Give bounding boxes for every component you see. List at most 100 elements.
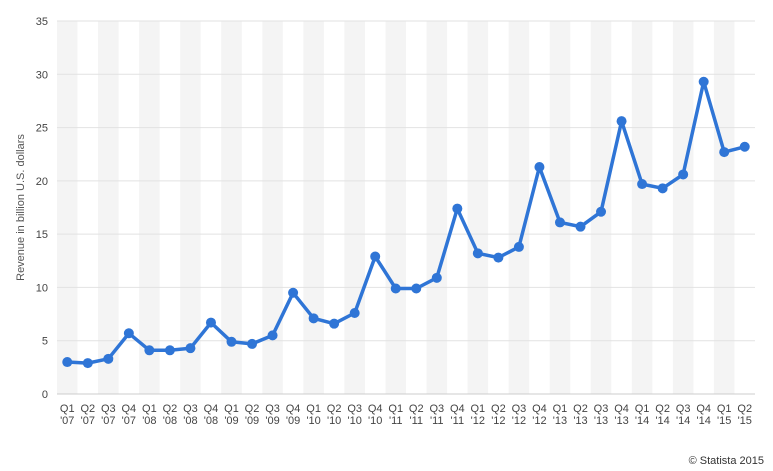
y-tick-label: 25 xyxy=(36,123,48,135)
y-tick-label: 0 xyxy=(42,389,48,401)
data-point[interactable] xyxy=(329,318,340,329)
data-point[interactable] xyxy=(452,203,463,214)
x-tick-label: Q2'09 xyxy=(245,403,260,427)
x-tick-label: Q3'08 xyxy=(183,403,198,427)
source-credit[interactable]: © Statista 2015 xyxy=(688,455,764,467)
data-point[interactable] xyxy=(472,248,483,259)
data-points xyxy=(62,76,750,369)
data-point[interactable] xyxy=(226,336,237,347)
x-tick-label: Q4'10 xyxy=(368,403,383,427)
y-tick-label: 10 xyxy=(36,282,48,294)
y-tick-label: 15 xyxy=(36,229,48,241)
data-point[interactable] xyxy=(82,358,93,369)
x-tick-label: Q2'15 xyxy=(737,403,752,427)
y-axis-label: Revenue in billion U.S. dollars xyxy=(15,134,27,281)
column-band xyxy=(385,21,406,394)
x-tick-label: Q3'10 xyxy=(347,403,362,427)
data-point[interactable] xyxy=(554,217,565,228)
data-point[interactable] xyxy=(698,76,709,87)
x-tick-label: Q2'07 xyxy=(80,403,95,427)
x-tick-label: Q3'09 xyxy=(265,403,280,427)
data-point[interactable] xyxy=(719,147,730,158)
x-tick-label: Q3'12 xyxy=(512,403,527,427)
data-point[interactable] xyxy=(144,345,155,356)
x-tick-label: Q1'08 xyxy=(142,403,157,427)
x-tick-label: Q2'10 xyxy=(327,403,342,427)
data-point[interactable] xyxy=(678,169,689,180)
column-band xyxy=(713,21,735,394)
data-point[interactable] xyxy=(637,179,648,190)
column-band xyxy=(508,21,530,394)
data-point[interactable] xyxy=(534,162,545,173)
column-band xyxy=(631,21,653,394)
x-tick-label: Q4'09 xyxy=(286,403,301,427)
data-point[interactable] xyxy=(431,272,442,283)
column-band xyxy=(180,21,201,394)
column-band xyxy=(303,21,324,394)
x-tick-label: Q1'12 xyxy=(471,403,486,427)
x-tick-label: Q4'12 xyxy=(532,403,547,427)
x-tick-label: Q3'14 xyxy=(676,403,691,427)
x-tick-label: Q1'13 xyxy=(553,403,568,427)
column-band xyxy=(426,21,448,394)
data-point[interactable] xyxy=(575,221,586,232)
y-axis-ticks: 0 5 10 15 20 25 30 35 xyxy=(36,16,48,401)
series-line xyxy=(65,79,747,365)
column-band xyxy=(344,21,365,394)
x-tick-label: Q1'10 xyxy=(306,403,321,427)
y-tick-label: 20 xyxy=(36,176,48,188)
data-point[interactable] xyxy=(267,330,278,341)
data-point[interactable] xyxy=(493,252,504,263)
column-band xyxy=(672,21,694,394)
column-band xyxy=(262,21,283,394)
column-band xyxy=(467,21,489,394)
column-band xyxy=(98,21,119,394)
column-band xyxy=(221,21,242,394)
data-point[interactable] xyxy=(349,308,360,319)
x-tick-label: Q1'11 xyxy=(388,403,403,427)
x-tick-label: Q4'08 xyxy=(204,403,219,427)
x-tick-label: Q1'14 xyxy=(635,403,650,427)
x-tick-label: Q3'11 xyxy=(429,403,444,427)
column-band xyxy=(549,21,571,394)
data-point[interactable] xyxy=(185,343,196,354)
y-tick-label: 30 xyxy=(36,69,48,81)
x-tick-label: Q4'07 xyxy=(122,403,137,427)
x-tick-label: Q2'11 xyxy=(409,403,424,427)
data-point[interactable] xyxy=(616,116,627,127)
x-tick-label: Q2'14 xyxy=(655,403,670,427)
data-point[interactable] xyxy=(205,317,216,328)
data-point[interactable] xyxy=(164,345,175,356)
y-tick-label: 35 xyxy=(36,16,48,28)
data-point[interactable] xyxy=(370,251,381,262)
column-band xyxy=(57,21,78,394)
y-tick-label: 5 xyxy=(42,336,48,348)
x-tick-label: Q2'13 xyxy=(573,403,588,427)
data-point[interactable] xyxy=(657,183,668,194)
x-tick-label: Q4'13 xyxy=(614,403,629,427)
x-tick-label: Q3'07 xyxy=(101,403,116,427)
x-tick-label: Q4'11 xyxy=(450,403,465,427)
data-point[interactable] xyxy=(62,357,73,368)
data-point[interactable] xyxy=(123,328,134,339)
data-point[interactable] xyxy=(411,283,422,294)
x-tick-label: Q1'09 xyxy=(224,403,239,427)
x-tick-label: Q1'15 xyxy=(717,403,732,427)
data-point[interactable] xyxy=(596,206,607,217)
x-tick-label: Q1'07 xyxy=(60,403,75,427)
data-point[interactable] xyxy=(103,353,114,364)
column-band xyxy=(139,21,160,394)
data-point[interactable] xyxy=(390,283,401,294)
x-tick-label: Q4'14 xyxy=(696,403,711,427)
data-point[interactable] xyxy=(513,241,524,252)
x-axis-ticks: Q1'07 Q2'07 Q3'07 Q4'07 Q1'08 Q2'08 Q3'08 Q4'08… xyxy=(60,403,752,427)
x-tick-label: Q2'12 xyxy=(491,403,506,427)
x-tick-label: Q3'13 xyxy=(594,403,609,427)
data-point[interactable] xyxy=(308,313,319,324)
data-point[interactable] xyxy=(288,287,299,298)
data-point[interactable] xyxy=(247,338,258,349)
x-tick-label: Q2'08 xyxy=(163,403,178,427)
column-bands xyxy=(57,21,735,394)
data-point[interactable] xyxy=(739,141,750,152)
